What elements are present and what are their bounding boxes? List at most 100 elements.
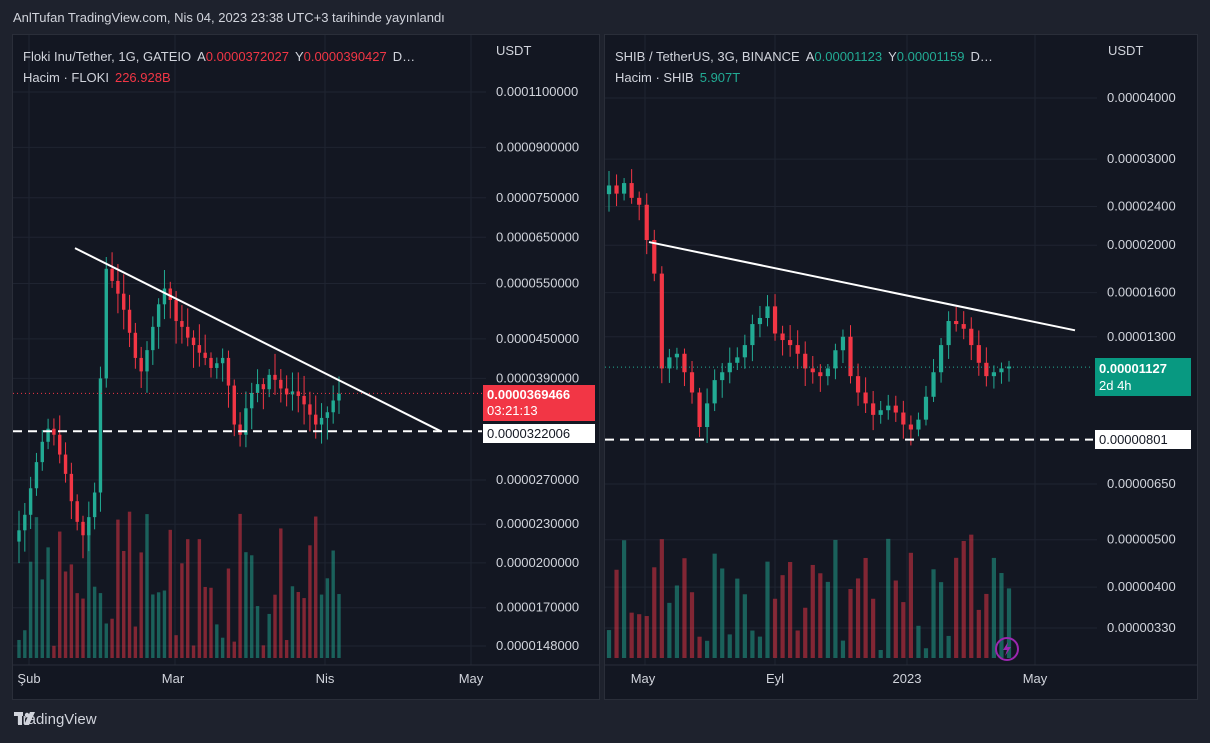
floki-candle-body bbox=[127, 309, 132, 333]
shib-symbol[interactable]: SHIB / TetherUS, 3G, BINANCE bbox=[615, 49, 800, 64]
shib-candle-body bbox=[954, 321, 959, 325]
shib-volume-bar bbox=[788, 562, 793, 658]
shib-volume-label[interactable]: Hacim · SHIB bbox=[615, 70, 694, 85]
floki-candle-body bbox=[58, 434, 62, 455]
shib-volume-bar bbox=[637, 614, 642, 658]
shib-volume-bar bbox=[621, 540, 627, 658]
shib-volume-bar bbox=[938, 582, 944, 658]
floki-high-label: Y bbox=[294, 49, 304, 64]
floki-last-price: 0.0000369466 bbox=[487, 387, 571, 402]
shib-candle-body bbox=[772, 306, 778, 334]
shib-volume-bar bbox=[705, 640, 710, 658]
floki-candle-body bbox=[308, 404, 312, 415]
floki-volume-bar bbox=[168, 529, 172, 658]
lightning-icon[interactable] bbox=[994, 636, 1020, 662]
shib-candle-body bbox=[848, 336, 853, 377]
floki-volume-bar bbox=[46, 547, 50, 658]
shib-candle-body bbox=[908, 424, 913, 430]
floki-more[interactable]: D… bbox=[392, 49, 416, 64]
floki-candle-body bbox=[296, 391, 300, 396]
shib-last-price-tag: 0.00001127 2d 4h bbox=[1095, 358, 1191, 396]
floki-candle-body bbox=[302, 395, 306, 405]
floki-candle-body bbox=[46, 428, 50, 442]
shib-candle-body bbox=[629, 183, 634, 198]
floki-volume-bar bbox=[174, 635, 178, 658]
shib-xtick-label: Eyl bbox=[766, 671, 784, 686]
floki-volume-label[interactable]: Hacim · FLOKI bbox=[23, 70, 109, 85]
shib-volume-bar bbox=[976, 609, 981, 658]
shib-more[interactable]: D… bbox=[970, 49, 993, 64]
floki-candle-body bbox=[110, 268, 114, 281]
floki-candle-body bbox=[261, 384, 266, 390]
floki-volume-bar bbox=[69, 564, 74, 658]
shib-volume-bar bbox=[780, 575, 785, 658]
floki-volume-bar bbox=[191, 645, 196, 658]
floki-candle-body bbox=[319, 417, 324, 425]
shib-volume-bar bbox=[682, 558, 687, 658]
floki-ytick-label: 0.0000550000 bbox=[496, 275, 579, 290]
shib-ytick-label: 0.00000400 bbox=[1107, 579, 1176, 594]
shib-candle-body bbox=[984, 362, 989, 377]
shib-volume-bar bbox=[908, 552, 913, 658]
shib-volume-bar bbox=[742, 594, 747, 658]
floki-candle-body bbox=[98, 378, 103, 493]
floki-candle-body bbox=[314, 414, 318, 425]
shib-candle-body bbox=[833, 350, 838, 369]
floki-candle-body bbox=[122, 293, 126, 310]
floki-ytick-label: 0.0000170000 bbox=[496, 600, 579, 615]
floki-ytick-label: 0.0000390000 bbox=[496, 370, 579, 385]
shib-volume-bar bbox=[855, 578, 861, 658]
shib-candle-body bbox=[689, 372, 695, 393]
shib-candle-body bbox=[999, 368, 1004, 373]
shib-support-tag: 0.00000801 bbox=[1095, 430, 1191, 449]
shib-volume-bar bbox=[916, 625, 921, 658]
shib-volume-bar bbox=[659, 539, 664, 658]
shib-volume-bar bbox=[901, 602, 906, 658]
shib-candle-body bbox=[901, 412, 906, 425]
floki-candle-body bbox=[17, 530, 21, 542]
floki-xtick-label: May bbox=[459, 671, 484, 686]
shib-high-value: 0.00001159 bbox=[896, 49, 965, 64]
shib-candle-body bbox=[969, 328, 974, 346]
shib-volume-bar bbox=[750, 630, 755, 658]
floki-candle-body bbox=[168, 288, 172, 300]
shib-volume-bar bbox=[1006, 588, 1012, 658]
floki-volume-bar bbox=[220, 637, 225, 658]
floki-candle-body bbox=[191, 337, 196, 346]
shib-ytick-label: 0.00002000 bbox=[1107, 237, 1176, 252]
shib-open-label: A bbox=[805, 49, 815, 64]
footer[interactable]: TradingView bbox=[14, 711, 97, 728]
floki-candle-body bbox=[255, 384, 260, 393]
shib-candle-body bbox=[757, 317, 763, 325]
floki-candle-body bbox=[145, 350, 149, 372]
floki-volume-bar bbox=[145, 514, 149, 658]
shib-candle-body bbox=[818, 372, 823, 377]
shib-candle-body bbox=[840, 336, 846, 351]
floki-chart-panel[interactable]: 0.0001100000 0.0000900000 0.0000750000 0.00… bbox=[12, 34, 600, 700]
shib-open-value: 0.00001123 bbox=[814, 49, 883, 64]
floki-candle-body bbox=[104, 268, 108, 379]
shib-chart-panel[interactable]: 0.00004000 0.00003000 0.00002400 0.00002000… bbox=[604, 34, 1198, 700]
floki-volume-bar bbox=[197, 539, 202, 658]
shib-volume-bar bbox=[765, 561, 770, 658]
shib-volume-bar bbox=[886, 538, 891, 658]
floki-ytick-label: 0.0000900000 bbox=[496, 139, 579, 154]
floki-candle-body bbox=[63, 454, 68, 474]
floki-chart-svg[interactable]: 0.0001100000 0.0000900000 0.0000750000 0.00… bbox=[13, 35, 599, 699]
floki-candle-body bbox=[116, 280, 120, 294]
shib-candle-body bbox=[893, 405, 898, 413]
floki-volume-bar bbox=[133, 626, 138, 658]
shib-candle-body bbox=[916, 419, 921, 430]
floki-volume-bar bbox=[151, 594, 155, 658]
shib-candle-body bbox=[863, 392, 868, 404]
shib-ytick-label: 0.00000330 bbox=[1107, 620, 1176, 635]
shib-volume-bar bbox=[614, 569, 619, 658]
shib-volume-bar bbox=[674, 585, 680, 658]
floki-countdown: 03:21:13 bbox=[487, 403, 538, 418]
floki-candle-body bbox=[226, 357, 231, 386]
floki-trendline bbox=[74, 247, 442, 433]
floki-symbol[interactable]: Floki Inu/Tether, 1G, GATEIO bbox=[23, 49, 192, 64]
floki-volume-bar bbox=[52, 645, 56, 658]
floki-volume-bar bbox=[23, 630, 27, 658]
shib-chart-svg[interactable]: 0.00004000 0.00003000 0.00002400 0.00002000… bbox=[605, 35, 1197, 699]
